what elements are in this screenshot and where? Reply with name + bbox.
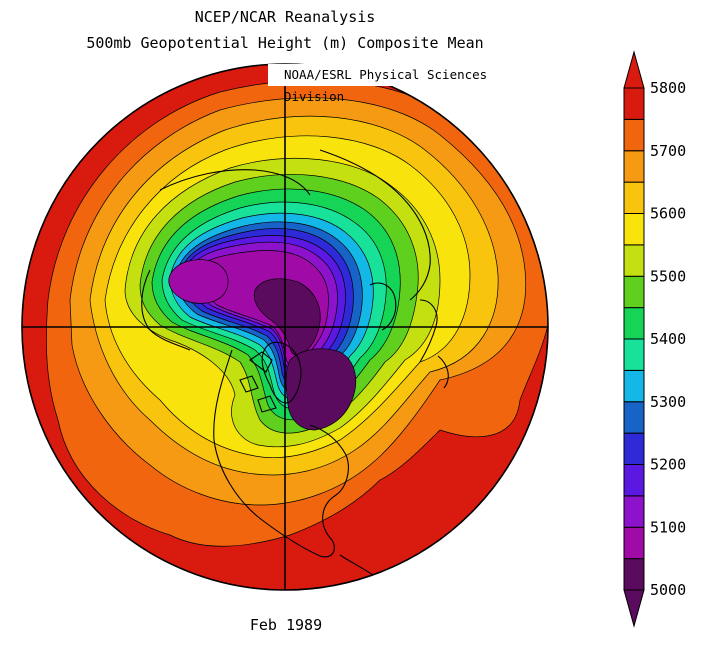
- colorbar-tick-label: 5300: [650, 393, 686, 411]
- colorbar-top-arrow: [623, 50, 645, 89]
- title-line-1: NCEP/NCAR Reanalysis: [194, 8, 376, 26]
- coast-asia: [159, 149, 431, 301]
- colorbar-swatch: [623, 150, 645, 183]
- coast-scandinavia: [369, 282, 397, 331]
- colorbar-tick-label: 5200: [650, 456, 686, 474]
- title-line-2: 500mb Geopotential Height (m) Composite …: [86, 34, 484, 52]
- contour-5100-lobe: [168, 259, 229, 304]
- coast-alaska: [141, 269, 191, 351]
- credit-label: NOAA/ESRL Physical Sciences Division: [268, 64, 553, 104]
- colorbar-swatch: [623, 338, 645, 371]
- colorbar-tick-label: 5100: [650, 518, 686, 536]
- date-label: Feb 1989: [249, 616, 323, 634]
- colorbar-tick-label: 5000: [650, 581, 686, 599]
- colorbar-tick-label: 5800: [650, 79, 686, 97]
- colorbar: 5000 5100 5200 5300 5400 5500 5600 5700 5800: [623, 50, 686, 628]
- colorbar-swatch: [623, 369, 645, 403]
- colorbar-swatch: [623, 432, 645, 465]
- colorbar-tick-label: 5700: [650, 142, 686, 160]
- colorbar-swatch: [623, 118, 645, 152]
- coast-europe: [419, 299, 449, 389]
- colorbar-swatch: [623, 213, 645, 246]
- colorbar-swatch: [623, 526, 645, 560]
- contour-5050b: [285, 348, 357, 431]
- colorbar-bottom-arrow: [623, 589, 645, 628]
- colorbar-swatch: [623, 401, 645, 434]
- height-field: [22, 64, 548, 590]
- coast-north-america: [213, 349, 349, 558]
- colorbar-tick-label: 5600: [650, 205, 686, 223]
- colorbar-swatch: [623, 464, 645, 497]
- colorbar-swatch: [623, 275, 645, 309]
- colorbar-swatch: [623, 307, 645, 340]
- colorbar-swatch: [623, 244, 645, 277]
- colorbar-swatch: [623, 181, 645, 214]
- colorbar-swatch: [623, 87, 645, 120]
- coast-canada-islands: [239, 351, 277, 413]
- colorbar-tick-label: 5500: [650, 267, 686, 285]
- colorbar-swatch: [623, 558, 645, 591]
- colorbar-swatch: [623, 495, 645, 528]
- colorbar-tick-label: 5400: [650, 330, 686, 348]
